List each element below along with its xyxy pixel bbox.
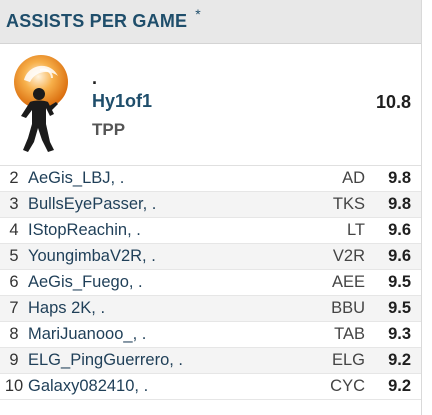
leader-value: 10.8	[375, 92, 411, 112]
basketball-player-logo-icon	[14, 55, 68, 152]
asterisk-note: *	[195, 5, 201, 22]
rank: 4	[9, 221, 19, 239]
team-abbr: LT	[346, 221, 365, 239]
team-abbr: TKS	[332, 195, 365, 213]
player-name[interactable]: MariJuanooo_, .	[28, 325, 147, 343]
stat-value: 9.2	[388, 351, 411, 369]
player-name[interactable]: BullsEyePasser, .	[28, 195, 157, 213]
stat-value: 9.6	[388, 247, 411, 265]
stat-value: 9.8	[388, 195, 411, 213]
panel-title: ASSISTS PER GAME	[6, 11, 188, 31]
list-item[interactable]: 4 IStopReachin, . LT 9.6	[0, 218, 421, 244]
leader-player-name[interactable]: Hy1of1	[92, 91, 153, 111]
rank: 8	[9, 325, 19, 343]
list-item[interactable]: 3 BullsEyePasser, . TKS 9.8	[0, 192, 421, 218]
player-name[interactable]: IStopReachin, .	[28, 221, 141, 239]
stat-value: 9.3	[388, 325, 411, 343]
stat-value: 9.2	[388, 377, 411, 395]
list-item[interactable]: 7 Haps 2K, . BBU 9.5	[0, 296, 421, 322]
list-item[interactable]: 9 ELG_PingGuerrero, . ELG 9.2	[0, 348, 421, 374]
rank: 10	[4, 377, 24, 395]
leader-team: TPP	[92, 120, 126, 139]
list-item[interactable]: 10 Galaxy082410, . CYC 9.2	[0, 374, 421, 400]
stat-value: 9.8	[388, 169, 411, 187]
player-name[interactable]: AeGis_Fuego, .	[28, 273, 143, 291]
list-item[interactable]: 5 YoungimbaV2R, . V2R 9.6	[0, 244, 421, 270]
leader-first-name: .	[92, 68, 98, 88]
rank: 2	[9, 169, 19, 187]
team-abbr: ELG	[331, 351, 365, 369]
list-item[interactable]: 6 AeGis_Fuego, . AEE 9.5	[0, 270, 421, 296]
rank: 3	[9, 195, 19, 213]
stat-value: 9.5	[388, 273, 411, 291]
team-abbr: V2R	[332, 247, 365, 265]
leader-card[interactable]: . Hy1of1 TPP 10.8	[0, 44, 421, 166]
team-abbr: TAB	[334, 325, 365, 343]
player-name[interactable]: ELG_PingGuerrero, .	[28, 351, 183, 369]
stat-value: 9.6	[388, 221, 411, 239]
rank: 6	[9, 273, 19, 291]
team-abbr: BBU	[331, 299, 365, 317]
list-item[interactable]: 8 MariJuanooo_, . TAB 9.3	[0, 322, 421, 348]
player-name[interactable]: Galaxy082410, .	[28, 377, 149, 395]
leaders-list: 2 AeGis_LBJ, . AD 9.8 3 BullsEyePasser, …	[0, 166, 421, 400]
player-name[interactable]: YoungimbaV2R, .	[28, 247, 156, 265]
stat-leaders-panel: ASSISTS PER GAME * . Hy1of1 TPP 10.8	[0, 0, 422, 415]
list-item[interactable]: 2 AeGis_LBJ, . AD 9.8	[0, 166, 421, 192]
rank: 7	[9, 299, 19, 317]
rank: 9	[9, 351, 19, 369]
team-abbr: AEE	[331, 273, 365, 291]
team-abbr: AD	[342, 169, 365, 187]
panel-header: ASSISTS PER GAME *	[0, 0, 421, 44]
rank: 5	[9, 247, 19, 265]
stat-value: 9.5	[388, 299, 411, 317]
player-name[interactable]: AeGis_LBJ, .	[28, 169, 125, 187]
player-name[interactable]: Haps 2K, .	[28, 299, 106, 317]
team-abbr: CYC	[330, 377, 365, 395]
